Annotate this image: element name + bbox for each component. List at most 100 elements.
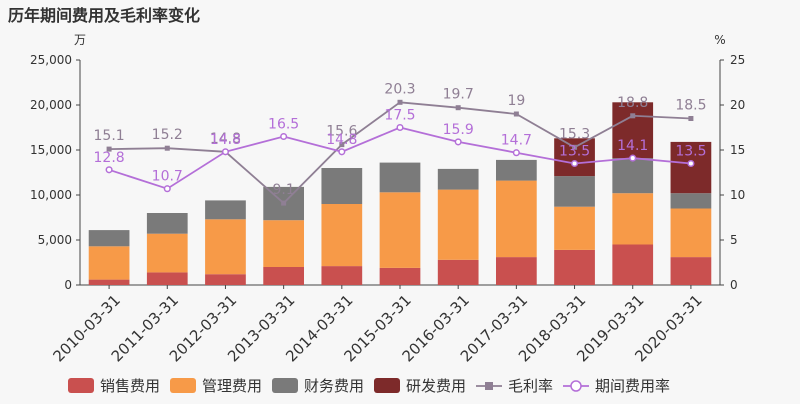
line-point — [221, 148, 230, 156]
y-right-tick-label: 0 — [730, 278, 738, 292]
bar-segment — [263, 220, 304, 267]
line-point — [570, 159, 579, 168]
bar-segment — [496, 180, 537, 258]
bar-segment — [321, 204, 363, 267]
lines: 15.1 15.2 14.8 9.1 15.6 20.3 19.7 19 15.3 18.8 18.… — [94, 81, 706, 206]
data-label: 9.1 — [273, 182, 295, 198]
data-label: 15.1 — [94, 128, 125, 144]
y-left-tick-label: 10,000 — [30, 188, 72, 202]
y-right-tick-label: 5 — [730, 233, 738, 247]
line-point — [513, 111, 519, 117]
legend-swatch — [374, 378, 400, 393]
bar-segment — [670, 193, 712, 209]
legend: 销售费用 管理费用 财务费用 研发费用 毛利率 期间费用率 — [68, 377, 670, 395]
data-label: 10.7 — [152, 169, 183, 185]
bar-segment — [321, 266, 363, 285]
y-left-tick-label: 15,000 — [30, 143, 72, 157]
bar-segment — [612, 102, 654, 159]
data-label: 15.3 — [559, 126, 590, 142]
y-right-tick-label: 25 — [730, 53, 745, 67]
bar-segment — [205, 219, 246, 275]
data-label: 20.3 — [384, 81, 415, 97]
bar-segment — [205, 274, 246, 285]
line-point — [455, 105, 461, 111]
bar-segment — [612, 193, 654, 245]
line-point — [629, 154, 637, 162]
bar-segment — [670, 257, 712, 285]
legend-swatch — [272, 378, 298, 393]
line-point — [512, 149, 520, 157]
bar-segment — [88, 279, 130, 285]
line-point — [105, 166, 113, 174]
legend-marker — [570, 380, 582, 392]
data-label: 14.8 — [210, 131, 241, 147]
bar-segment — [379, 267, 421, 285]
legend-label: 毛利率 — [508, 377, 553, 395]
legend-label: 财务费用 — [304, 377, 364, 395]
line-point — [164, 145, 170, 151]
line-point — [106, 146, 112, 152]
bar-segment — [437, 189, 479, 260]
y-left-unit-label: 万 — [74, 33, 86, 47]
line-point — [688, 116, 694, 121]
bar-segment — [263, 267, 304, 285]
chart-title: 历年期间费用及毛利率变化 — [8, 6, 200, 25]
legend-marker — [485, 382, 493, 390]
line-point — [572, 144, 578, 150]
data-label: 13.5 — [675, 144, 706, 160]
legend-label: 管理费用 — [202, 377, 262, 395]
data-label: 16.5 — [268, 117, 299, 133]
line-point — [454, 138, 462, 146]
bar-segment — [554, 176, 595, 207]
legend-label: 期间费用率 — [595, 377, 670, 395]
line-point — [397, 99, 403, 105]
bar-segment — [146, 213, 188, 234]
bar-segment — [496, 159, 537, 181]
data-label: 13.5 — [559, 144, 590, 160]
data-label: 14.8 — [326, 132, 357, 148]
data-label: 14.8 — [210, 132, 241, 148]
data-label: 19.7 — [443, 87, 474, 103]
line-point — [396, 123, 404, 132]
data-label: 17.5 — [384, 108, 415, 124]
line-point — [687, 159, 695, 168]
data-label: 15.9 — [443, 122, 474, 138]
bar-segment — [146, 233, 188, 273]
bar-segment — [88, 230, 130, 247]
bar-segment — [88, 246, 130, 280]
bar-segment — [437, 259, 479, 285]
y-left-tick-label: 5,000 — [38, 233, 72, 247]
bar-segment — [321, 168, 363, 204]
data-label: 18.8 — [617, 95, 648, 111]
data-label: 18.5 — [675, 98, 706, 114]
data-label: 19 — [507, 93, 525, 109]
bar-segment — [437, 168, 479, 190]
bar-segment — [554, 249, 595, 285]
legend-label: 研发费用 — [406, 377, 466, 395]
data-label: 15.2 — [152, 127, 183, 143]
bar-segment — [205, 200, 246, 220]
bars — [88, 102, 712, 285]
bar-segment — [554, 206, 595, 250]
bar-segment — [612, 158, 654, 194]
data-label: 15.6 — [326, 124, 357, 140]
line-point — [280, 132, 288, 141]
y-right-tick-label: 15 — [730, 143, 745, 157]
line-point — [339, 142, 345, 148]
legend-swatch — [68, 378, 94, 393]
bar-segment — [554, 138, 595, 177]
line-point — [630, 113, 636, 119]
bar-segment — [379, 192, 421, 268]
line-point — [338, 148, 346, 156]
bar-segment — [146, 272, 188, 285]
bar-segment — [612, 244, 654, 285]
y-left-tick-label: 20,000 — [30, 98, 72, 112]
legend-label: 销售费用 — [100, 377, 160, 395]
y-left-tick-label: 0 — [64, 278, 72, 292]
bar-segment — [670, 141, 712, 194]
y-right-tick-label: 20 — [730, 98, 745, 112]
y-left-tick-label: 25,000 — [30, 53, 72, 67]
bar-segment — [670, 208, 712, 258]
